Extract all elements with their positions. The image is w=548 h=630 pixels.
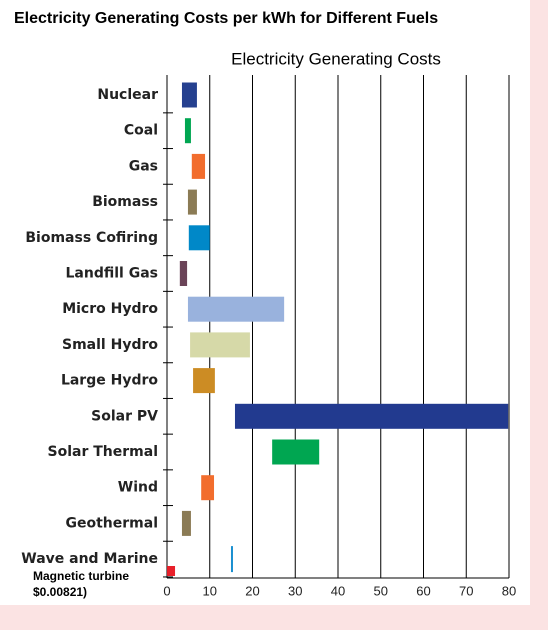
y-tick-label: Nuclear xyxy=(97,87,158,103)
y-tick-label: Micro Hydro xyxy=(62,301,158,317)
bar xyxy=(187,296,285,322)
y-tick-label: Wave and Marine xyxy=(21,551,158,567)
side-strip xyxy=(530,0,548,630)
bar xyxy=(193,368,215,394)
x-tick-label: 0 xyxy=(163,583,170,598)
bar xyxy=(181,82,197,108)
bar xyxy=(184,118,191,144)
y-tick-label: Geothermal xyxy=(66,515,159,531)
x-tick-label: 50 xyxy=(374,583,388,598)
bar xyxy=(234,403,509,429)
y-tick-label: Solar PV xyxy=(91,408,158,424)
x-tick-label: 70 xyxy=(459,583,473,598)
x-tick-label: 30 xyxy=(288,583,302,598)
bar xyxy=(181,510,191,536)
x-tick-label: 40 xyxy=(331,583,345,598)
y-tick-label: Landfill Gas xyxy=(66,266,158,282)
x-tick-label: 80 xyxy=(502,583,516,598)
annotation-label: Magnetic turbine xyxy=(33,569,129,583)
bar xyxy=(188,225,210,251)
chart-title: Electricity Generating Costs xyxy=(231,49,441,68)
page-title: Electricity Generating Costs per kWh for… xyxy=(14,10,438,27)
annotation-value: $0.00821) xyxy=(33,585,87,599)
x-tick-label: 20 xyxy=(245,583,259,598)
bar xyxy=(190,332,250,358)
y-tick-label: Biomass Cofiring xyxy=(25,230,158,246)
y-tick-label: Coal xyxy=(124,123,158,139)
bottom-strip xyxy=(0,605,548,630)
x-tick-label: 60 xyxy=(416,583,430,598)
bar xyxy=(179,261,188,286)
y-tick-label: Large Hydro xyxy=(61,373,158,389)
y-tick-label: Solar Thermal xyxy=(48,444,158,460)
bar xyxy=(272,439,320,465)
x-tick-label: 10 xyxy=(203,583,217,598)
bar xyxy=(201,475,215,501)
y-tick-label: Wind xyxy=(118,480,158,496)
annotation-marker xyxy=(167,566,176,576)
bar xyxy=(187,189,197,215)
y-tick-label: Biomass xyxy=(92,194,158,210)
y-tick-label: Small Hydro xyxy=(62,337,158,353)
y-tick-label: Gas xyxy=(129,158,158,174)
bar xyxy=(191,153,206,179)
